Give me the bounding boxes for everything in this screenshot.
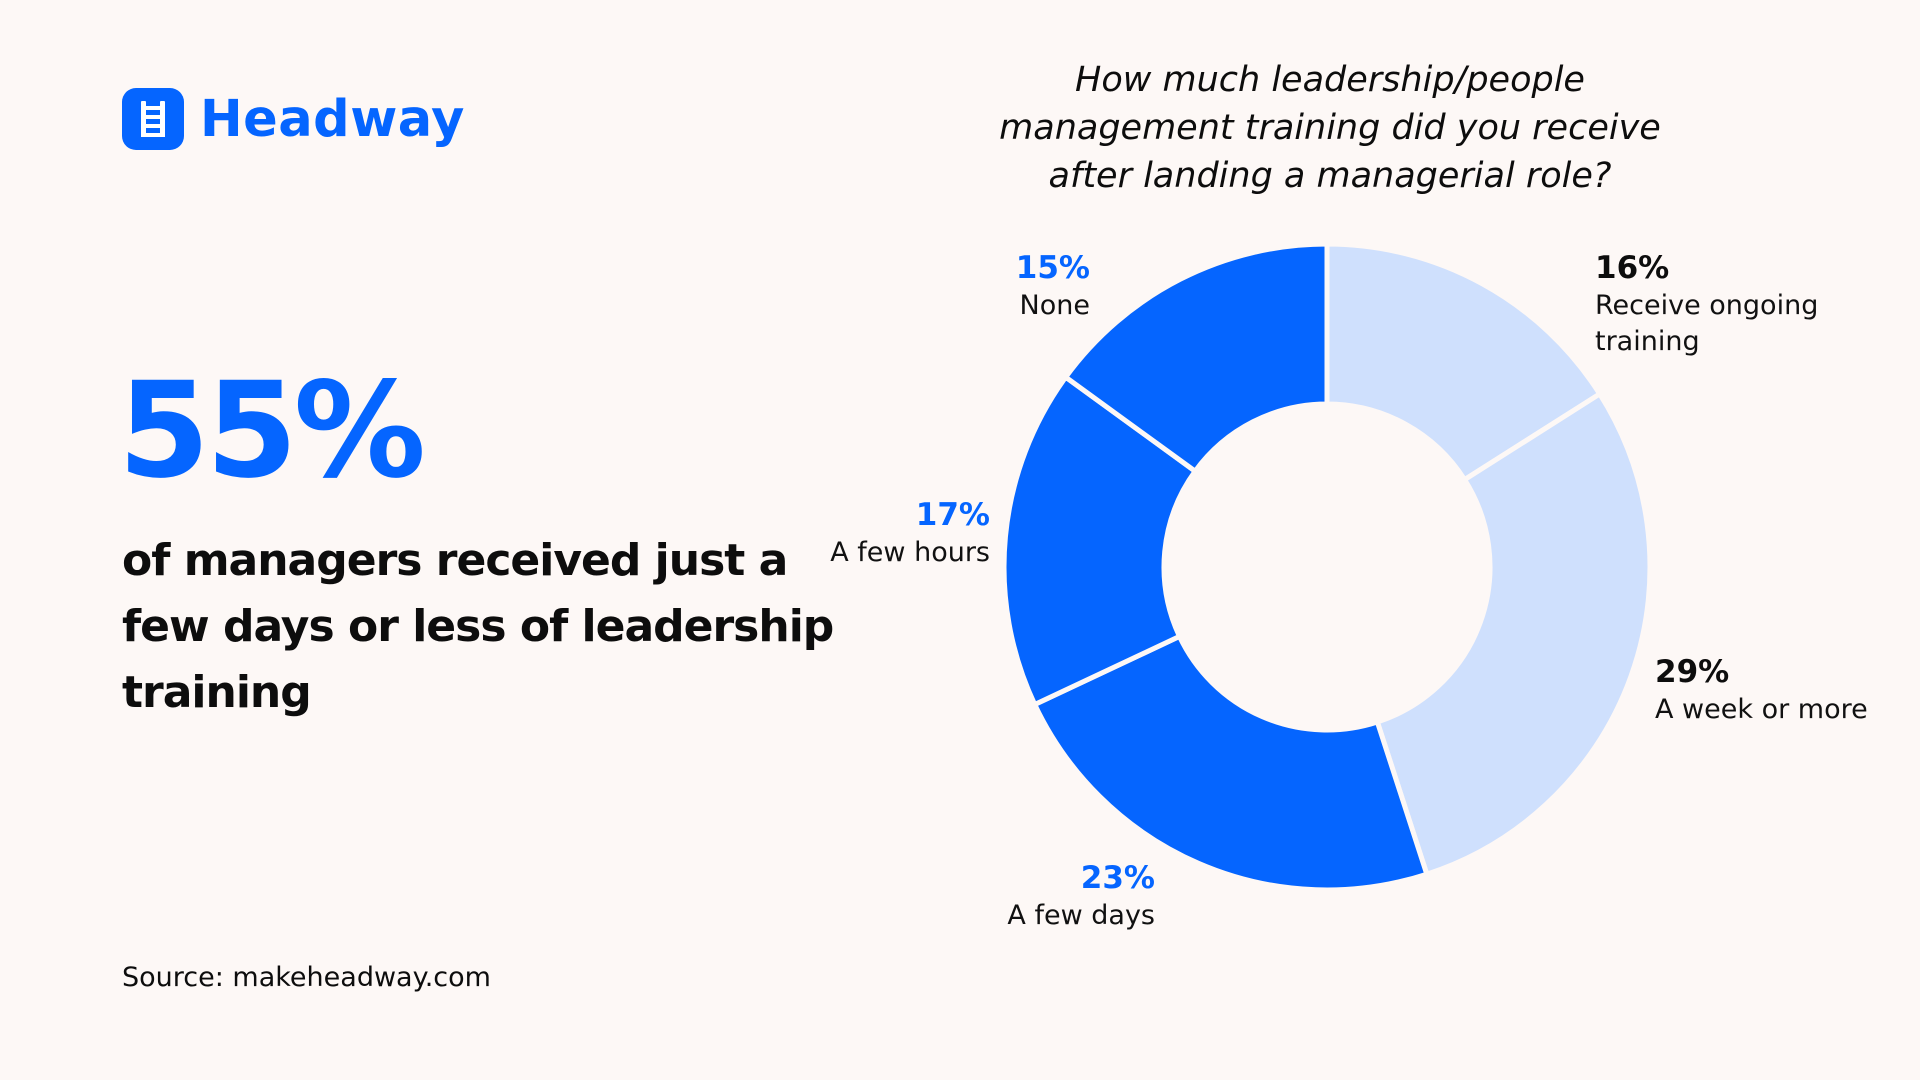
category-label: None <box>1019 290 1090 321</box>
ladder-icon <box>122 88 184 150</box>
chart-title: How much leadership/people management tr… <box>999 60 1661 196</box>
value-label: 15% <box>1015 250 1090 286</box>
headline-description: of managers received just a few days or … <box>122 535 834 718</box>
label-a-few-days: 23% A few days <box>1007 858 1155 934</box>
value-label: 23% <box>1080 860 1155 896</box>
value-label: 29% <box>1655 654 1730 690</box>
headline-stat: 55% <box>118 354 426 508</box>
category-label: A few days <box>1007 900 1155 931</box>
category-label: Receive ongoing training <box>1595 290 1819 357</box>
label-receive-ongoing-training: 16% Receive ongoing training <box>1595 248 1845 360</box>
category-label: A week or more <box>1655 694 1868 725</box>
slice-a-few-days <box>1032 633 1430 893</box>
label-none: 15% None <box>1016 248 1090 324</box>
slice-a-week-or-more <box>1374 391 1653 877</box>
slice-a-few-hours <box>1001 374 1198 708</box>
value-label: 17% <box>915 497 990 533</box>
source-note: Source: makeheadway.com <box>122 962 491 993</box>
brand-logo: Headway <box>122 88 465 150</box>
label-a-few-hours: 17% A few hours <box>830 495 990 571</box>
brand-name: Headway <box>200 89 465 149</box>
slice-receive-ongoing-training <box>1324 241 1603 483</box>
category-label: A few hours <box>830 537 990 568</box>
label-a-week-or-more: 29% A week or more <box>1655 652 1868 728</box>
slice-none <box>1063 241 1330 474</box>
value-label: 16% <box>1595 250 1670 286</box>
